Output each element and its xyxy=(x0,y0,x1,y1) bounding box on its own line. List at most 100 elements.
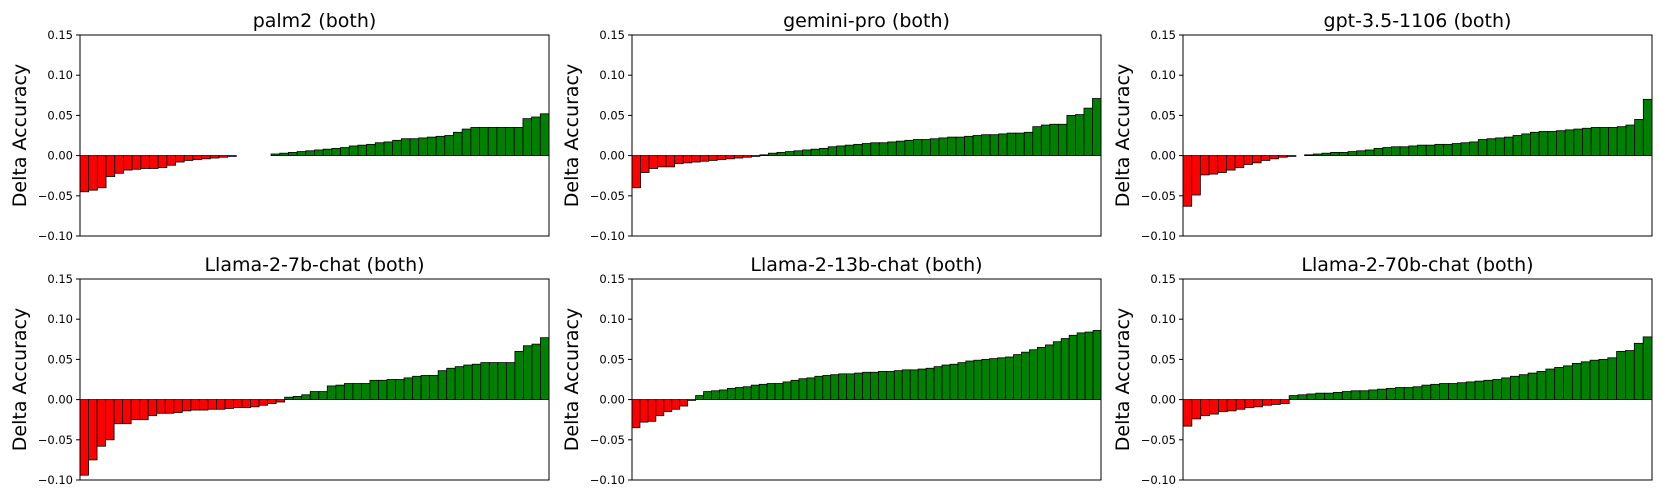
bar xyxy=(1084,108,1093,155)
bar xyxy=(719,390,727,400)
bar xyxy=(393,140,402,155)
y-tick-label: 0.00 xyxy=(1150,393,1176,407)
bar xyxy=(1357,151,1366,156)
bar xyxy=(523,119,532,156)
bar xyxy=(1513,136,1522,156)
bar xyxy=(1600,127,1609,155)
bar xyxy=(879,143,888,156)
bar xyxy=(1519,375,1528,400)
bar xyxy=(1270,156,1279,159)
bar xyxy=(878,371,886,399)
bar xyxy=(149,156,158,169)
bar xyxy=(1466,382,1475,400)
bar xyxy=(80,400,89,476)
bar xyxy=(1322,153,1331,155)
bar xyxy=(182,400,191,411)
bar xyxy=(783,382,791,400)
bar xyxy=(704,392,712,400)
bar xyxy=(1391,147,1400,156)
bar xyxy=(1041,125,1050,156)
bar xyxy=(404,378,413,400)
bar xyxy=(1093,330,1101,399)
bar xyxy=(430,375,439,399)
bar xyxy=(918,369,926,400)
bar xyxy=(1307,394,1316,400)
bar xyxy=(942,365,950,400)
bar xyxy=(990,135,999,156)
bar xyxy=(89,156,98,191)
y-tick-label: −0.05 xyxy=(38,433,73,447)
bar xyxy=(939,138,948,156)
bar xyxy=(672,400,680,410)
bar xyxy=(80,156,89,192)
bar xyxy=(1235,156,1244,168)
bar xyxy=(97,400,106,447)
bar xyxy=(114,400,123,424)
bar xyxy=(481,363,490,400)
bar xyxy=(1478,140,1487,156)
bar xyxy=(344,384,353,400)
bar xyxy=(1244,156,1253,165)
panel-title: Llama-2-7b-chat (both) xyxy=(204,254,424,276)
bar xyxy=(375,143,384,156)
bar xyxy=(640,400,648,423)
bar xyxy=(1183,400,1192,427)
bar xyxy=(847,374,855,400)
bar xyxy=(1617,127,1626,156)
bar xyxy=(497,127,506,155)
bar xyxy=(370,380,379,399)
y-tick-label: 0.10 xyxy=(1150,312,1176,326)
y-axis-label: Delta Accuracy xyxy=(9,64,31,207)
bar xyxy=(1374,148,1383,155)
bar xyxy=(131,400,140,420)
bar xyxy=(1487,139,1496,156)
bar xyxy=(280,153,289,155)
bar xyxy=(1609,127,1618,155)
bar xyxy=(683,156,692,163)
y-tick-label: 0.10 xyxy=(599,68,625,82)
y-tick-label: 0.00 xyxy=(599,149,625,163)
bar xyxy=(966,361,974,400)
bar xyxy=(1033,127,1042,156)
bar xyxy=(233,400,242,408)
bar xyxy=(1418,145,1427,155)
y-axis-label: Delta Accuracy xyxy=(1112,64,1134,207)
bar xyxy=(455,367,464,400)
bar xyxy=(1029,350,1037,400)
bar xyxy=(106,156,115,177)
bar xyxy=(1378,389,1387,399)
bar xyxy=(1444,144,1453,155)
bar xyxy=(1271,400,1280,405)
bar xyxy=(132,156,141,170)
bar xyxy=(999,134,1008,156)
bar xyxy=(1546,369,1555,400)
bar xyxy=(675,156,684,164)
bar xyxy=(387,380,396,400)
bar xyxy=(176,156,185,162)
bar xyxy=(140,400,149,420)
bar xyxy=(1210,400,1219,414)
bar xyxy=(319,392,328,400)
y-axis-label: Delta Accuracy xyxy=(561,308,583,451)
bar xyxy=(1351,391,1360,400)
bar xyxy=(656,400,664,416)
bar xyxy=(228,156,237,157)
y-tick-label: 0.05 xyxy=(1150,352,1176,366)
bar xyxy=(489,363,498,400)
bar xyxy=(361,384,370,400)
bar xyxy=(471,127,480,155)
bar xyxy=(1625,351,1634,400)
bar xyxy=(332,148,341,155)
bar xyxy=(1236,400,1245,410)
bar xyxy=(184,156,193,161)
y-axis-label: Delta Accuracy xyxy=(9,308,31,451)
bar xyxy=(1404,388,1413,400)
bar xyxy=(1227,400,1236,411)
bar xyxy=(1058,124,1067,155)
bar xyxy=(791,380,799,399)
bar xyxy=(930,139,939,156)
bar xyxy=(259,400,268,406)
bar xyxy=(165,400,174,414)
bar xyxy=(1006,357,1014,400)
bar xyxy=(1061,339,1069,400)
